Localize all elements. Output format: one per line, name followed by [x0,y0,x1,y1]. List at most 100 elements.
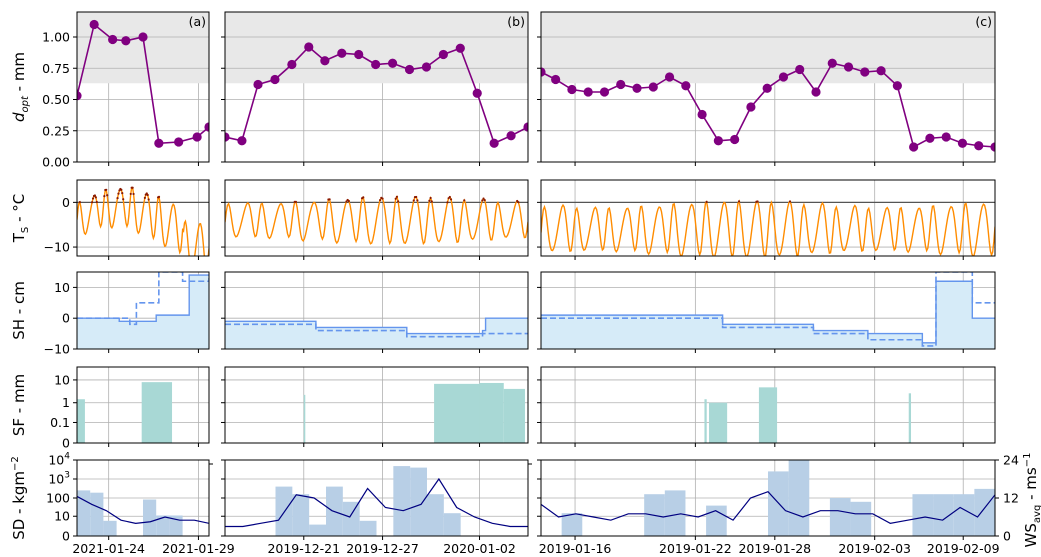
optimal-shade-band [225,12,528,84]
dopt-point [304,42,314,52]
panel-frame [540,179,996,257]
above-zero-mark [122,198,125,201]
panel-frame [224,179,529,257]
panel-frame [540,366,996,444]
y-tick-label: 10 [54,509,70,524]
above-zero-mark [146,193,149,197]
y-axis-title: SF - mm [10,374,28,436]
x-tick-label: 2019-02-09 [927,541,1000,556]
above-zero-mark [428,199,431,202]
dopt-point [567,84,577,95]
snow-drift-bar [410,467,427,536]
snow-drift-bar [292,494,310,536]
dopt-point [455,43,465,53]
snow-height-solid-line [541,280,995,344]
wind-speed-line [541,490,995,524]
snow-drift-bar [156,515,170,536]
snowfall-bar [141,382,173,443]
surface-temp-line [225,195,528,246]
above-zero-mark [448,195,451,199]
snow-drift-bar [706,505,727,536]
panel-r1-c2 [540,179,996,260]
panel-content [225,367,528,443]
above-zero-mark [147,198,150,201]
y-tick-label: 0 [62,195,70,210]
panel-content [77,180,209,256]
y-tick-label: 1 [62,395,70,410]
dopt-point [354,49,364,60]
dopt-point [957,138,968,148]
panel-r4-c0 [76,459,210,540]
panel-content [225,12,528,162]
above-zero-mark [121,192,124,195]
dopt-point [746,102,756,112]
above-zero-mark [463,199,466,202]
y-axis-title: SD - kgm−2 [10,456,28,540]
snowfall-bar [503,388,525,443]
panel-frame [540,271,996,350]
above-zero-mark [394,197,397,200]
dopt-point [192,132,202,142]
dopt-point [843,62,854,72]
y-tick-label: 100 [46,491,70,506]
snow-drift-bar [143,499,157,536]
panel-label: (a) [189,14,206,29]
dopt-point [827,58,837,68]
panel-content [541,12,995,162]
snow-drift-bar [788,460,810,536]
panel-r0-c0 [76,11,210,166]
above-zero-mark [397,200,400,203]
above-zero-mark [756,200,759,203]
dopt-point [892,81,902,91]
dopt-point [795,64,805,75]
dopt-point [664,72,675,82]
dopt-point [89,19,99,30]
panel-r1-c1 [224,179,529,260]
panel-r3-c2 [540,366,996,447]
axis-label-group: 0.000.250.500.751.000−10−1001000.1110010… [10,14,1041,556]
snow-drift-bar [664,490,686,536]
dopt-point [204,122,209,132]
snow-drift-bar [850,501,872,536]
y-tick-label: 1.00 [42,30,70,45]
dopt-point [909,142,919,152]
above-zero-mark [129,192,132,196]
dopt-point [108,34,118,45]
above-zero-mark [362,196,365,199]
above-zero-mark [482,197,485,200]
dopt-point [551,74,561,85]
snow-drift-bar [974,488,995,536]
dopt-point [237,136,247,146]
snowfall-bar [758,387,778,443]
panel-r4-c2 [540,459,996,540]
panel-frame [76,179,210,257]
panel-label: (b) [507,14,525,29]
x-tick-label: 2019-01-16 [539,541,612,556]
wind-speed-line [77,495,209,524]
y-right-tick-label: 24 [1003,453,1019,468]
y-axis-title: TS - °C [10,194,31,243]
panel-content [541,272,995,349]
y-tick-label: 0 [62,529,70,544]
dopt-point [713,136,723,146]
panel-frame [224,11,529,163]
above-zero-mark [78,201,81,204]
panel-r4-c1 [224,459,529,540]
dopt-point [387,58,398,68]
dopt-point [632,83,642,93]
snowfall-bar [303,394,306,443]
above-zero-mark [395,195,399,198]
snowfall-bar [77,399,85,443]
above-zero-mark [788,200,792,203]
panel-content [541,367,995,443]
y-tick-label: 10 [54,372,70,387]
panel-r2-c1 [224,271,529,353]
above-zero-mark [483,198,486,202]
above-zero-mark [117,192,120,195]
x-tick-label: 2021-01-29 [162,541,235,556]
optimal-shade-band [541,12,995,84]
panel-content [225,180,528,256]
snow-height-area [77,275,209,349]
x-tick-label: 2021-01-24 [72,541,145,556]
dopt-point [778,72,789,82]
